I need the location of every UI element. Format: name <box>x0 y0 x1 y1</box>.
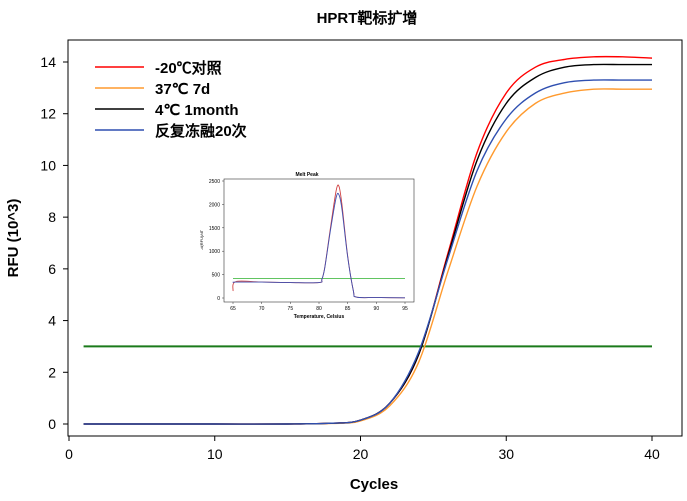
plot-frame <box>67 39 683 437</box>
y-tick-label: 14 <box>40 54 56 70</box>
y-tick-label: 2 <box>48 364 56 380</box>
y-axis-label: RFU (10^3) <box>5 199 22 278</box>
inset-x-tick-label: 90 <box>374 306 380 312</box>
inset-background <box>222 170 418 320</box>
y-tick-label: 12 <box>40 106 56 122</box>
y-tick-label: 8 <box>48 209 56 225</box>
inset-x-tick-label: 95 <box>402 306 408 312</box>
y-tick-label: 6 <box>48 261 56 277</box>
inset-series-line-1 <box>232 192 406 299</box>
y-tick-label: 0 <box>48 416 56 432</box>
inset-x-tick-label: 80 <box>316 306 322 312</box>
inset-y-label: -d(RFU)/dT <box>199 229 204 250</box>
legend-label-0: -20℃对照 <box>155 59 222 77</box>
x-tick-label: 10 <box>207 446 223 462</box>
legend-label-3: 反复冻融20次 <box>155 122 247 140</box>
inset-y-tick-label: 2500 <box>209 179 220 185</box>
x-tick-label: 20 <box>353 446 369 462</box>
inset-x-tick-label: 75 <box>288 306 294 312</box>
inset-y-tick-label: 1000 <box>209 249 220 255</box>
legend-label-1: 37℃ 7d <box>155 81 210 98</box>
chart-title: HPRT靶标扩增 <box>317 9 418 27</box>
inset-y-tick-label: 0 <box>217 296 220 302</box>
x-tick-label: 30 <box>498 446 514 462</box>
x-axis-label: Cycles <box>350 476 398 493</box>
inset-y-tick-label: 2000 <box>209 202 220 208</box>
inset-y-tick-label: 500 <box>212 273 221 279</box>
y-tick-label: 4 <box>48 313 56 329</box>
series-line-3 <box>83 79 652 425</box>
y-tick-label: 10 <box>40 157 56 173</box>
inset-x-tick-label: 85 <box>345 306 351 312</box>
inset-title: Melt Peak <box>295 172 318 178</box>
inset-x-label: Temperature, Celsius <box>294 314 345 320</box>
melt-peak-inset: Melt Peak Temperature, Celsius -d(RFU)/d… <box>199 170 418 320</box>
legend-label-2: 4℃ 1month <box>155 102 239 119</box>
legend: -20℃对照 37℃ 7d 4℃ 1month 反复冻融20次 <box>95 59 247 140</box>
inset-x-tick-label: 65 <box>230 306 236 312</box>
inset-x-tick-label: 70 <box>259 306 265 312</box>
inset-y-tick-label: 1500 <box>209 226 220 232</box>
x-tick-label: 0 <box>65 446 73 462</box>
x-tick-label: 40 <box>644 446 660 462</box>
